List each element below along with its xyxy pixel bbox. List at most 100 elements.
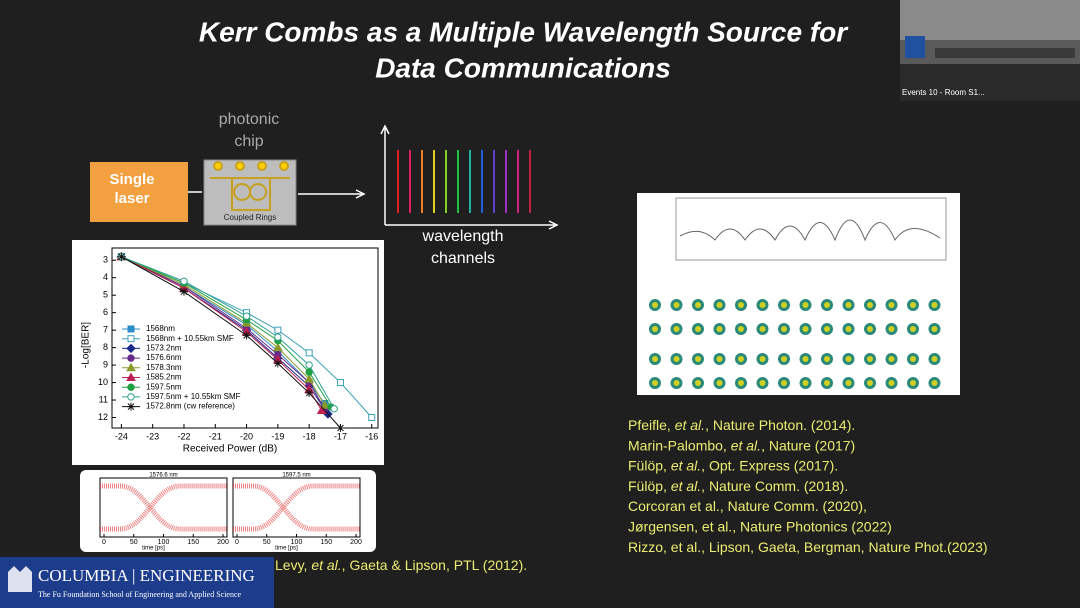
spectrum-axes — [380, 124, 559, 230]
series-line — [121, 256, 332, 408]
chip-drawing — [210, 161, 290, 211]
marker — [180, 277, 188, 285]
reference: Rizzo, et al., Lipson, Gaeta, Bergman, N… — [628, 539, 988, 555]
constellation-dot — [673, 356, 680, 362]
y-tick-label: 12 — [98, 412, 108, 422]
reference: Corcoran et al., Nature Comm. (2020), — [628, 498, 867, 514]
x-tick-label: -21 — [209, 431, 222, 441]
x-tick-label: -17 — [334, 431, 347, 441]
x-tick-label: -20 — [240, 431, 253, 441]
constellation-dot — [652, 326, 658, 332]
marker — [305, 349, 313, 357]
text-part: et al. — [671, 457, 701, 473]
eye-tick-label: 200 — [217, 539, 229, 546]
constellation-dot — [888, 326, 895, 332]
constellation-dot — [824, 380, 830, 386]
constellation-dot — [824, 302, 830, 308]
constellation-dot — [716, 356, 723, 362]
marker — [127, 402, 135, 411]
marker — [336, 424, 345, 432]
constellation-dot — [888, 380, 895, 386]
text-part: Levy, — [275, 557, 311, 573]
constellation-dot — [673, 326, 680, 332]
y-tick-label: 9 — [103, 359, 108, 369]
legend-label: 1568nm — [146, 324, 175, 333]
x-axis-label: Received Power (dB) — [183, 444, 277, 455]
constellation-dot — [673, 380, 680, 386]
y-tick-label: 10 — [98, 377, 108, 387]
text-part: , Gaeta & Lipson, PTL (2012). — [342, 557, 527, 573]
marker — [127, 325, 135, 333]
constellation-dot — [867, 380, 873, 386]
x-tick-label: -23 — [146, 431, 159, 441]
y-tick-label: 5 — [103, 290, 108, 300]
y-tick-label: 7 — [103, 325, 108, 335]
marker — [274, 326, 282, 334]
marker — [273, 359, 282, 368]
chip-caption: Coupled Rings — [224, 213, 276, 222]
eye-title: 1576.6 nm — [149, 473, 177, 479]
title-line: Data Communications — [375, 52, 671, 83]
x-tick-label: -24 — [115, 431, 128, 441]
constellation-dot — [931, 380, 938, 386]
legend-label: 1585.2nm — [146, 373, 182, 382]
marker — [127, 354, 135, 362]
eye-xlabel: time [ps] — [142, 546, 165, 552]
marker — [368, 414, 376, 422]
marker — [305, 368, 313, 376]
legend-label: 1597.5nm — [146, 382, 182, 391]
constellation-dot — [931, 356, 938, 362]
reference: Fülöp, et al., Nature Comm. (2018). — [628, 478, 848, 494]
constellation-dot — [759, 356, 766, 362]
title-line: Kerr Combs as a Multiple Wavelength Sour… — [199, 16, 849, 47]
text-part: Fülöp, — [628, 478, 671, 494]
eye-tick-label: 200 — [350, 539, 362, 546]
y-tick-label: 4 — [103, 272, 108, 282]
reference: Marin-Palombo, et al., Nature (2017) — [628, 437, 855, 453]
y-tick-label: 6 — [103, 307, 108, 317]
constellation-dot — [845, 356, 852, 362]
constellation-dot — [759, 326, 766, 332]
text-part: , Nature Photon. (2014). — [705, 417, 855, 433]
eye-tick-label: 50 — [130, 539, 138, 546]
logo-box — [0, 557, 274, 608]
marker — [319, 400, 330, 409]
eye-title: 1597.5 nm — [282, 473, 310, 479]
marker — [316, 405, 327, 415]
constellation-dot — [716, 326, 723, 332]
constellation-dot — [931, 302, 938, 308]
x-tick-label: -16 — [365, 431, 378, 441]
constellation-dot — [695, 356, 701, 362]
y-axis-label: -Log[BER] — [81, 322, 92, 368]
marker — [179, 287, 188, 296]
y-tick-label: 3 — [103, 255, 108, 265]
constellation-dot — [738, 356, 744, 362]
y-tick-label: 8 — [103, 342, 108, 352]
laser-label: laser — [114, 190, 149, 207]
legend-label: 1597.5nm + 10.55km SMF — [146, 392, 241, 401]
eye-tick-label: 0 — [102, 539, 106, 546]
marker — [126, 372, 136, 381]
text-part: Marin-Palombo, — [628, 437, 731, 453]
marker — [305, 389, 314, 398]
constellation-dot — [910, 326, 916, 332]
marker — [336, 379, 344, 387]
marker — [127, 335, 135, 343]
eye-tick-label: 0 — [235, 539, 239, 546]
spectrum-label: wavelength — [422, 228, 504, 245]
constellation-dot — [845, 326, 852, 332]
reference: Pfeifle, et al., Nature Photon. (2014). — [628, 417, 855, 433]
constellation-dot — [845, 302, 852, 308]
text-part: et al. — [731, 437, 761, 453]
marker — [305, 361, 313, 369]
marker — [274, 333, 282, 341]
reference: Jørgensen, et al., Nature Photonics (202… — [628, 518, 892, 534]
constellation-figure — [637, 193, 960, 395]
legend-label: 1576.6nm — [146, 353, 182, 362]
legend-label: 1568nm + 10.55km SMF — [146, 334, 234, 343]
laser-label: Single — [109, 171, 154, 188]
constellation-dot — [781, 380, 787, 386]
marker — [272, 342, 283, 352]
constellation-dot — [802, 356, 809, 362]
constellation-dot — [695, 380, 701, 386]
